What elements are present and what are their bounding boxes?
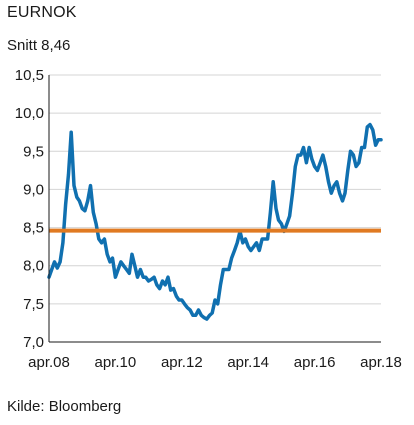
- x-tick-label: apr.18: [360, 354, 402, 371]
- gridlines: [49, 74, 381, 305]
- x-tick-label: apr.10: [95, 354, 137, 371]
- x-tick-label: apr.14: [227, 354, 269, 371]
- y-axis-tick-labels: 7,0 7,5 8,0 8,5 9,0 9,5 10,0 10,5: [15, 67, 44, 351]
- y-tick-label: 8,0: [23, 258, 44, 275]
- x-tick-label: apr.12: [161, 354, 203, 371]
- series-layer: [47, 122, 383, 321]
- y-tick-label: 9,0: [23, 181, 44, 198]
- x-axis-tick-labels: apr.08 apr.10 apr.12 apr.14 apr.16 apr.18: [28, 354, 402, 371]
- axes: [48, 75, 381, 343]
- series-line-0: [47, 122, 383, 321]
- y-tick-label: 10,0: [15, 105, 44, 122]
- y-tick-label: 9,5: [23, 143, 44, 160]
- chart-subtitle: Snitt 8,46: [7, 37, 71, 54]
- source-note: Kilde: Bloomberg: [7, 398, 122, 415]
- chart-title: EURNOK: [7, 4, 77, 21]
- x-tick-label: apr.16: [294, 354, 336, 371]
- y-tick-label: 8,5: [23, 220, 44, 237]
- x-tick-label: apr.08: [28, 354, 70, 371]
- y-tick-label: 7,5: [23, 296, 44, 313]
- y-tick-label: 10,5: [15, 67, 44, 84]
- y-tick-label: 7,0: [23, 334, 44, 351]
